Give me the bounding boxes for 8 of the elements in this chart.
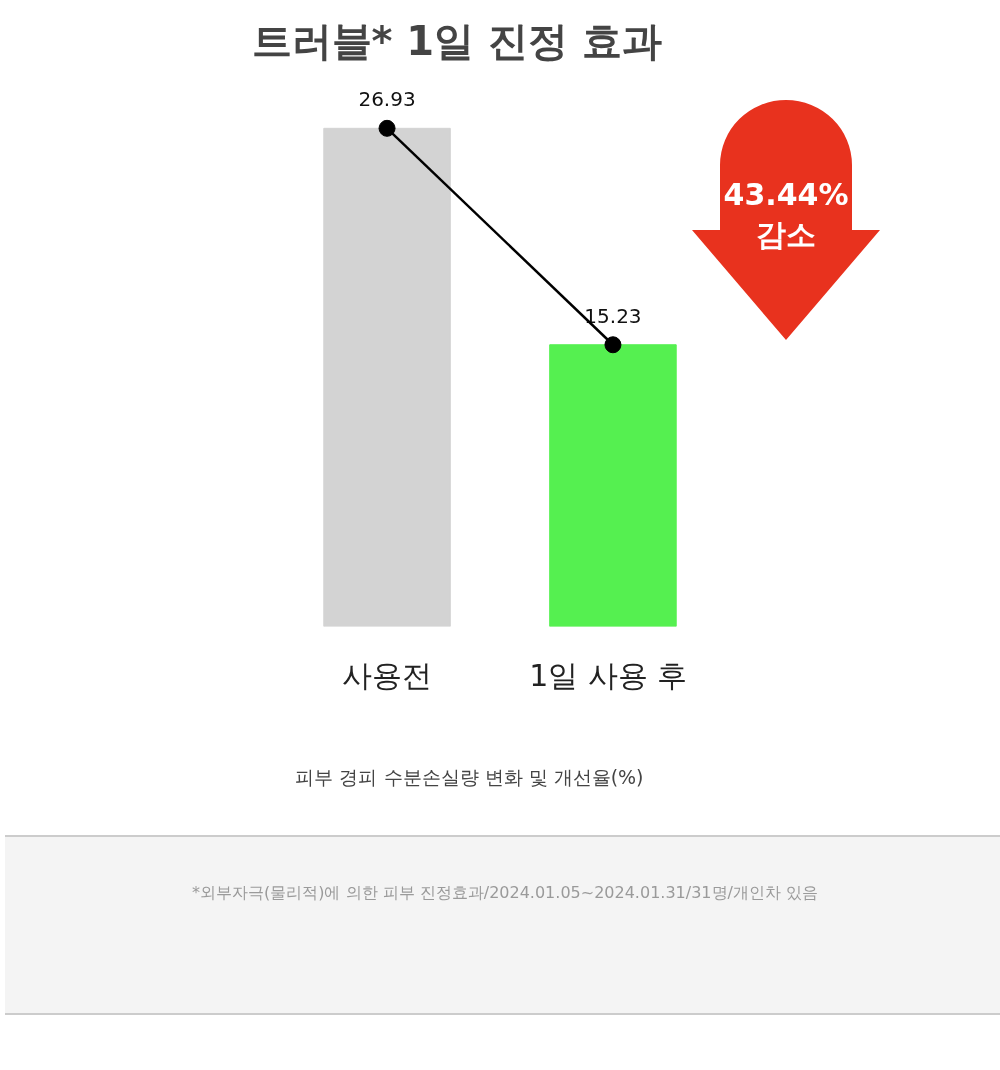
text: *외부자극(물리적)에 의한 피부 진정효과/2024.01.05~2024.01.31/31명/개인차 있음 bbox=[192, 882, 818, 904]
data-label: 15.23 bbox=[584, 303, 642, 328]
chart-title: 트러블* 1일 진정 효과 bbox=[251, 17, 663, 64]
text: 43.44% 감소 bbox=[722, 176, 850, 254]
x-tick-label: 1일 사용 후 bbox=[529, 657, 688, 693]
x-axis-title: 피부 경피 수분손실량 변화 및 개선율(%) bbox=[295, 765, 644, 788]
x-tick-label: 사용전 bbox=[342, 657, 433, 693]
data-label: 26.93 bbox=[358, 87, 416, 112]
